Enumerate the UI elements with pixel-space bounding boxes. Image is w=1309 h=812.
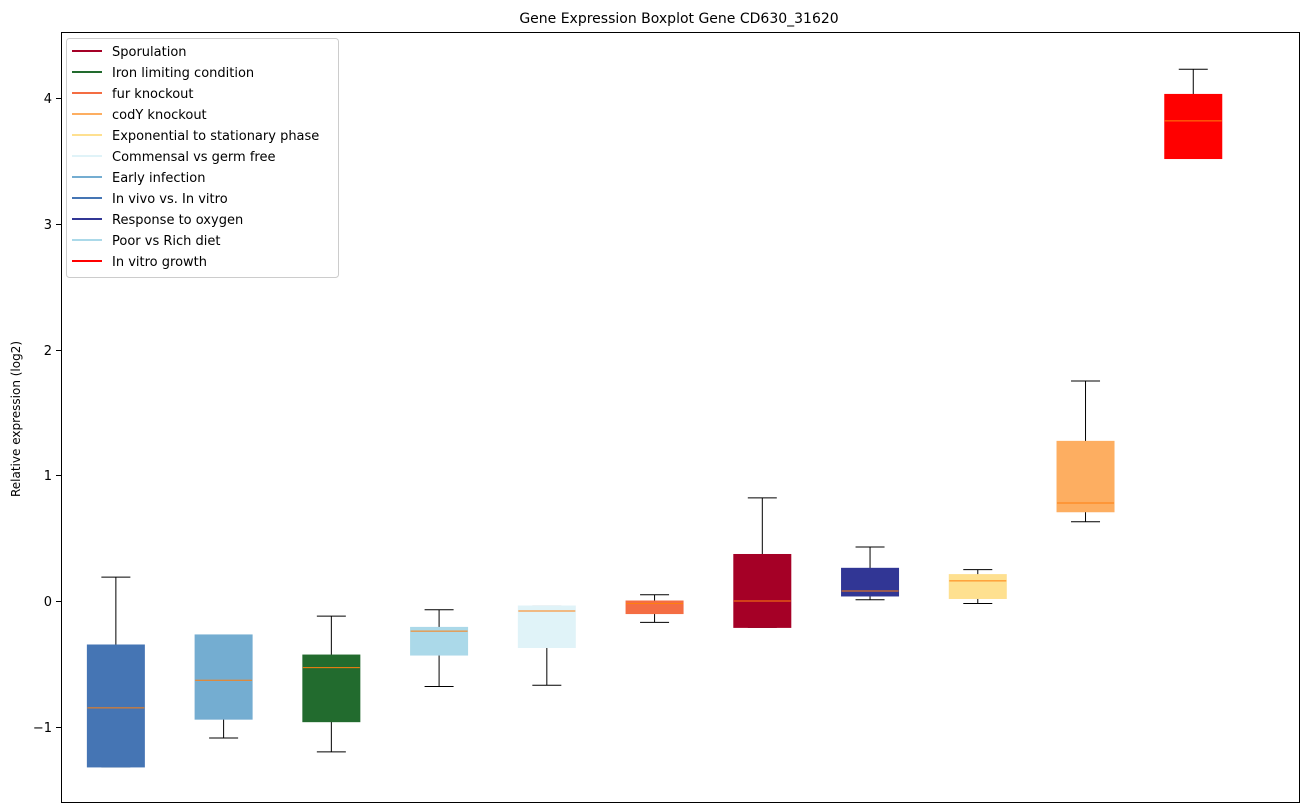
box-body — [733, 553, 792, 628]
box-8 — [841, 546, 900, 601]
box-body — [517, 605, 576, 649]
box-body — [86, 644, 145, 768]
box-body — [1056, 440, 1115, 513]
y-axis: −1 0 1 2 3 4 — [33, 92, 61, 736]
box-body — [194, 634, 253, 720]
box-body — [410, 626, 469, 656]
box-5 — [517, 605, 576, 686]
boxes-layer — [86, 68, 1223, 768]
y-axis-label: Relative expression (log2) — [9, 341, 23, 497]
y-tick-label: 0 — [44, 595, 52, 610]
legend-box — [66, 38, 339, 278]
box-body — [948, 574, 1007, 599]
legend-label: fur knockout — [112, 87, 194, 102]
legend-label: Exponential to stationary phase — [112, 129, 319, 144]
box-7 — [733, 497, 792, 628]
box-11 — [1164, 68, 1223, 160]
y-tick-label: 2 — [44, 344, 52, 359]
box-body — [625, 600, 684, 615]
y-tick-label: −1 — [33, 721, 52, 736]
legend-label: In vivo vs. In vitro — [112, 192, 228, 207]
y-tick-label: 4 — [44, 92, 52, 107]
y-tick-label: 3 — [44, 218, 52, 233]
legend-label: In vitro growth — [112, 255, 207, 270]
legend-label: Sporulation — [112, 45, 187, 60]
box-1 — [86, 576, 145, 768]
legend: Sporulation Iron limiting condition fur kn… — [66, 38, 339, 278]
legend-label: codY knockout — [112, 108, 207, 123]
y-tick-label: 1 — [44, 469, 52, 484]
box-6 — [625, 594, 684, 623]
box-2 — [194, 634, 253, 739]
chart-title: Gene Expression Boxplot Gene CD630_31620 — [519, 11, 838, 27]
box-10 — [1056, 380, 1115, 523]
box-4 — [410, 609, 469, 687]
box-9 — [948, 569, 1007, 605]
box-body — [1164, 93, 1223, 160]
box-body — [841, 567, 900, 597]
legend-label: Poor vs Rich diet — [112, 234, 220, 249]
box-body — [302, 654, 361, 723]
box-3 — [302, 615, 361, 753]
legend-label: Iron limiting condition — [112, 66, 254, 81]
plot-frame — [61, 32, 1300, 803]
legend-label: Commensal vs germ free — [112, 150, 275, 165]
legend-label: Response to oxygen — [112, 213, 243, 228]
legend-label: Early infection — [112, 171, 205, 186]
